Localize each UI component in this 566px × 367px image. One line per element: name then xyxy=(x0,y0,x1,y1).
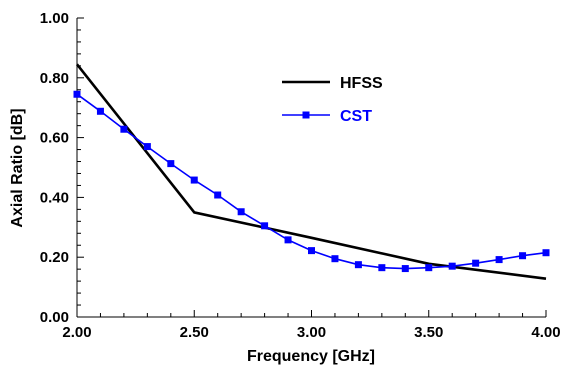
data-point-cst xyxy=(120,125,128,133)
x-tick-label: 3.50 xyxy=(414,324,443,341)
data-point-cst xyxy=(284,236,292,244)
plot-axes xyxy=(76,18,546,318)
x-tick-label: 4.00 xyxy=(531,324,560,341)
data-point-cst xyxy=(401,265,409,273)
data-point-cst xyxy=(495,256,503,264)
x-tick-label: 3.00 xyxy=(297,324,326,341)
data-point-cst xyxy=(425,264,433,272)
data-point-cst xyxy=(143,143,151,151)
data-point-cst xyxy=(472,259,480,267)
data-point-cst xyxy=(73,90,81,98)
series-cst xyxy=(73,90,550,273)
data-point-cst xyxy=(378,264,386,272)
y-tick-label: 0.60 xyxy=(40,130,69,147)
y-tick-label: 0.00 xyxy=(40,309,69,326)
data-point-cst xyxy=(237,208,245,216)
y-axis-label: Axial Ratio [dB] xyxy=(9,108,26,227)
data-point-cst xyxy=(214,191,222,199)
y-tick-label: 1.00 xyxy=(40,10,69,27)
x-axis-ticks: 2.00 2.50 3.00 3.50 4.00 xyxy=(62,310,561,341)
series-line-cst xyxy=(76,93,547,270)
series-layer xyxy=(73,63,550,280)
legend-label-cst: CST xyxy=(340,108,372,125)
data-point-cst xyxy=(261,222,269,230)
series-hfss xyxy=(75,63,547,280)
data-point-cst xyxy=(167,160,175,168)
y-tick-label: 0.20 xyxy=(40,249,69,266)
x-tick-label: 2.00 xyxy=(62,324,91,341)
legend-item-cst: CST xyxy=(282,108,372,125)
data-point-cst xyxy=(96,107,104,115)
legend-label-hfss: HFSS xyxy=(340,75,383,92)
data-point-cst xyxy=(190,176,198,184)
data-point-cst xyxy=(519,252,527,260)
data-point-cst xyxy=(448,262,456,270)
x-axis-label: Frequency [GHz] xyxy=(247,348,375,365)
data-point-cst xyxy=(308,247,315,255)
data-point-cst xyxy=(542,249,550,257)
y-tick-label: 0.40 xyxy=(40,189,69,206)
legend-item-hfss: HFSS xyxy=(282,75,383,92)
y-axis-ticks: 0.00 0.20 0.40 0.60 0.80 1.00 xyxy=(40,10,84,326)
legend-marker-cst xyxy=(302,111,310,119)
series-line-hfss xyxy=(75,63,547,280)
y-tick-label: 0.80 xyxy=(40,70,69,87)
data-point-cst xyxy=(331,255,339,263)
legend: HFSS CST xyxy=(282,75,383,125)
data-point-cst xyxy=(354,261,362,269)
x-tick-label: 2.50 xyxy=(180,324,209,341)
